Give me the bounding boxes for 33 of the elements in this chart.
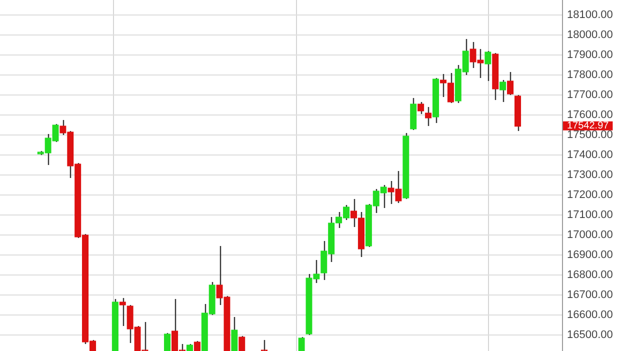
candlestick xyxy=(298,336,305,351)
y-tick-label: 16600.00 xyxy=(567,309,613,322)
candlestick xyxy=(424,106,432,127)
candlestick xyxy=(447,72,454,104)
candlestick xyxy=(231,316,238,351)
candlestick xyxy=(418,101,424,115)
y-tick-label: 17300.00 xyxy=(567,169,613,182)
candlestick xyxy=(440,73,447,98)
y-tick-label: 18000.00 xyxy=(567,29,613,42)
y-tick-label: 16900.00 xyxy=(567,249,613,262)
y-tick-label: 17000.00 xyxy=(567,229,613,242)
candlestick xyxy=(506,71,514,96)
y-tick-label: 17800.00 xyxy=(567,69,613,82)
y-tick-label: 17400.00 xyxy=(567,149,613,162)
y-tick-label: 17200.00 xyxy=(567,189,613,202)
y-tick-label: 16500.00 xyxy=(567,329,613,342)
y-tick-label: 17700.00 xyxy=(567,89,613,102)
candlestick xyxy=(119,297,126,327)
y-tick-label: 17500.00 xyxy=(567,129,613,142)
y-tick-label: 16800.00 xyxy=(567,269,613,282)
candlestick xyxy=(238,335,246,351)
candlestick xyxy=(164,332,171,351)
candlestick xyxy=(484,50,492,82)
candlestick xyxy=(350,198,358,228)
candlestick xyxy=(500,79,506,103)
candlestick xyxy=(410,97,417,131)
y-tick-label: 17600.00 xyxy=(567,109,613,122)
y-tick-label: 17100.00 xyxy=(567,209,613,222)
candlestick xyxy=(260,339,268,351)
y-tick-label: 17900.00 xyxy=(567,49,613,62)
y-tick-label: 16700.00 xyxy=(567,289,613,302)
y-tick-label: 18100.00 xyxy=(567,9,613,22)
text: 17542.97 xyxy=(567,120,610,132)
